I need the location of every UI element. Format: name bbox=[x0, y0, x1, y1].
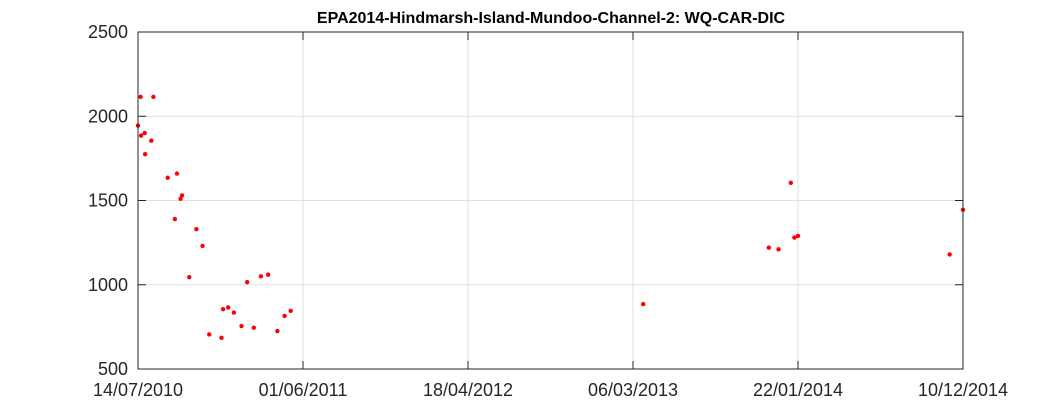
data-point bbox=[142, 130, 147, 136]
data-point bbox=[275, 328, 280, 334]
data-point bbox=[258, 274, 264, 279]
data-point bbox=[200, 243, 205, 249]
data-point bbox=[172, 216, 178, 222]
x-tick-label: 18/04/2012 bbox=[423, 380, 513, 400]
data-point bbox=[179, 193, 185, 198]
data-point bbox=[138, 133, 144, 138]
y-tick-label: 1500 bbox=[88, 191, 128, 211]
data-point bbox=[641, 301, 646, 307]
y-tick-label: 2500 bbox=[88, 22, 128, 42]
data-point bbox=[288, 308, 293, 314]
x-tick-label: 22/01/2014 bbox=[753, 380, 843, 400]
data-point bbox=[795, 233, 801, 239]
x-axis-tick-labels: 14/07/2010 01/06/2011 18/04/2012 06/03/2013… bbox=[93, 380, 1008, 400]
data-point bbox=[207, 332, 212, 337]
data-point bbox=[219, 335, 224, 341]
data-point bbox=[776, 247, 781, 252]
data-point bbox=[194, 226, 199, 232]
data-point bbox=[265, 272, 271, 277]
data-point bbox=[239, 323, 244, 329]
y-tick-label: 2000 bbox=[88, 106, 128, 126]
data-point bbox=[947, 252, 952, 257]
data-point bbox=[788, 180, 794, 186]
data-point bbox=[220, 306, 226, 312]
x-tick-label: 01/06/2011 bbox=[259, 380, 348, 400]
data-point bbox=[151, 94, 156, 100]
y-axis-tick-labels: 500 1000 1500 2000 2500 bbox=[88, 22, 128, 379]
data-point bbox=[138, 94, 143, 100]
data-point bbox=[282, 313, 287, 319]
data-point bbox=[792, 235, 797, 240]
data-point bbox=[766, 245, 771, 250]
y-tick-label: 500 bbox=[98, 359, 128, 379]
data-point bbox=[149, 138, 154, 143]
data-point bbox=[142, 151, 148, 157]
data-points bbox=[135, 94, 966, 341]
chart-title: EPA2014-Hindmarsh-Island-Mundoo-Channel-… bbox=[317, 10, 786, 27]
data-point bbox=[187, 274, 192, 280]
data-point bbox=[174, 171, 180, 176]
x-tick-label: 10/12/2014 bbox=[918, 380, 1008, 400]
data-point bbox=[251, 325, 257, 330]
data-point bbox=[225, 305, 231, 310]
data-point bbox=[165, 175, 170, 180]
data-point bbox=[178, 196, 183, 202]
data-point bbox=[244, 280, 250, 285]
axis-ticks bbox=[137, 31, 964, 370]
x-tick-label: 06/03/2013 bbox=[588, 380, 678, 400]
x-tick-label: 14/07/2010 bbox=[93, 380, 183, 400]
data-point bbox=[231, 310, 237, 315]
y-tick-label: 1000 bbox=[88, 275, 128, 295]
